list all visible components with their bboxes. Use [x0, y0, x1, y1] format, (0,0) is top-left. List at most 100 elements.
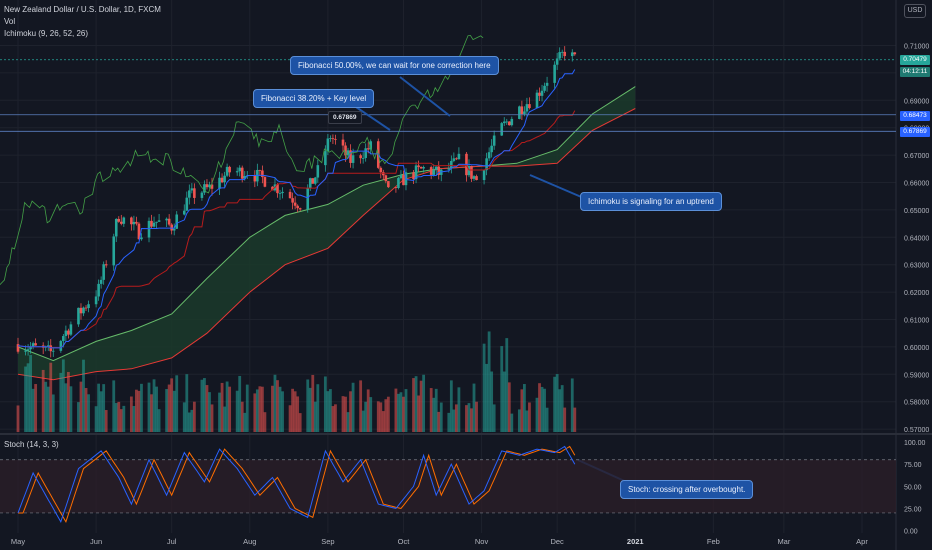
candle-body: [220, 177, 224, 183]
candle-body: [394, 187, 398, 188]
volume-bar: [490, 371, 494, 432]
symbol-title: New Zealand Dollar / U.S. Dollar, 1D, FX…: [4, 5, 161, 14]
volume-bar: [313, 401, 317, 432]
candle-body: [97, 283, 100, 297]
time-tick-label: Mar: [777, 537, 790, 546]
senkou-span-b: [17, 108, 636, 381]
volume-bar: [190, 409, 194, 432]
candle-body: [203, 184, 206, 193]
stoch-tick-label: 0.00: [904, 529, 918, 536]
volume-bar: [16, 405, 20, 432]
volume-bar: [296, 396, 300, 432]
fib38-annotation[interactable]: Fibonacci 38.20% + Key level: [253, 89, 375, 108]
volume-bar: [238, 375, 242, 432]
ichimoku-legend[interactable]: Ichimoku (9, 26, 52, 26): [4, 29, 89, 38]
candle-body: [205, 184, 209, 188]
volume-bar: [485, 363, 489, 432]
volume-bar: [155, 386, 158, 432]
volume-bar: [487, 331, 491, 432]
volume-bar: [97, 383, 101, 432]
senkou-span-a: [17, 86, 636, 362]
volume-bar: [386, 396, 390, 432]
candle-body: [540, 90, 544, 96]
candle-body: [94, 296, 98, 305]
price-tick-label: 0.57000: [904, 427, 929, 434]
candle-body: [432, 169, 436, 175]
candle-body: [397, 178, 400, 188]
ichimoku-annotation[interactable]: Ichimoku is signaling for an uptrend: [580, 192, 722, 211]
price-tick-label: 0.58000: [904, 400, 929, 407]
volume-bar: [255, 389, 259, 432]
volume-bar: [397, 393, 400, 432]
volume-bar: [535, 397, 539, 432]
volume-bar: [482, 343, 486, 432]
volume-bar: [260, 386, 264, 432]
candle-body: [114, 218, 118, 237]
fib50-annotation[interactable]: Fibonacci 50.00%, we can wait for one co…: [290, 56, 499, 75]
volume-bar: [507, 382, 511, 432]
volume-bar: [129, 396, 133, 432]
volume-bar: [475, 401, 478, 432]
volume-bar: [208, 392, 211, 432]
stoch-legend[interactable]: Stoch (14, 3, 3): [4, 440, 59, 449]
candle-body: [157, 220, 161, 222]
price-tick-label: 0.66000: [904, 181, 929, 188]
time-tick-label: Jul: [167, 537, 177, 546]
currency-button[interactable]: USD: [904, 4, 926, 18]
candle-body: [538, 92, 541, 96]
stoch-tick-label: 50.00: [904, 484, 922, 491]
time-tick-label: Apr: [856, 537, 868, 546]
candle-body: [510, 118, 514, 126]
volume-bar: [432, 397, 436, 432]
candle-body: [46, 345, 50, 347]
candle-body: [470, 165, 473, 179]
candle-body: [102, 264, 105, 280]
kijun-sen: [17, 110, 576, 349]
volume-bar: [379, 402, 383, 432]
candle-body: [253, 175, 257, 182]
candle-body: [99, 279, 103, 284]
volume-bar: [245, 384, 249, 432]
price-tick-label: 0.71000: [904, 44, 929, 51]
time-tick-label: Jun: [90, 537, 102, 546]
volume-bar: [64, 383, 68, 432]
candle-body: [31, 343, 35, 347]
volume-bar: [182, 402, 186, 432]
candle-body: [24, 350, 27, 352]
volume-bar: [117, 401, 121, 432]
volume-bar: [540, 386, 544, 432]
volume-bar: [77, 402, 80, 432]
volume-bar: [452, 409, 456, 432]
volume-bar: [434, 388, 438, 432]
volume-bar: [553, 376, 557, 432]
volume-bar: [87, 394, 90, 432]
volume-bar: [359, 380, 363, 432]
candle-body: [346, 150, 350, 156]
volume-bar: [545, 407, 549, 432]
candle-body: [281, 191, 284, 194]
candle-body: [167, 218, 171, 225]
volume-bar: [560, 385, 564, 432]
price-tick-label: 0.64000: [904, 235, 929, 242]
volume-bar: [167, 384, 171, 432]
candle-body: [26, 349, 30, 351]
candle-body: [208, 184, 211, 188]
stoch-annotation[interactable]: Stoch: crossing after overbought.: [620, 480, 754, 499]
volume-bar: [112, 380, 116, 432]
volume-bar: [84, 388, 88, 432]
volume-bar: [114, 403, 118, 432]
volume-bar: [417, 395, 420, 432]
volume-bar: [34, 384, 38, 432]
time-axis: May Jun Jul Aug Sep Oct Nov Dec 2021 Feb Mar Apr: [11, 537, 868, 546]
volume-bar: [505, 338, 509, 432]
candle-body: [29, 346, 32, 350]
candle-body: [228, 166, 231, 173]
volume-bar: [175, 375, 179, 432]
volume-bar: [185, 374, 189, 432]
candle-body: [311, 178, 315, 184]
volume-bar: [44, 381, 48, 432]
volume-bar: [323, 376, 327, 432]
volume-bar: [528, 402, 531, 432]
volume-bar: [122, 405, 126, 432]
